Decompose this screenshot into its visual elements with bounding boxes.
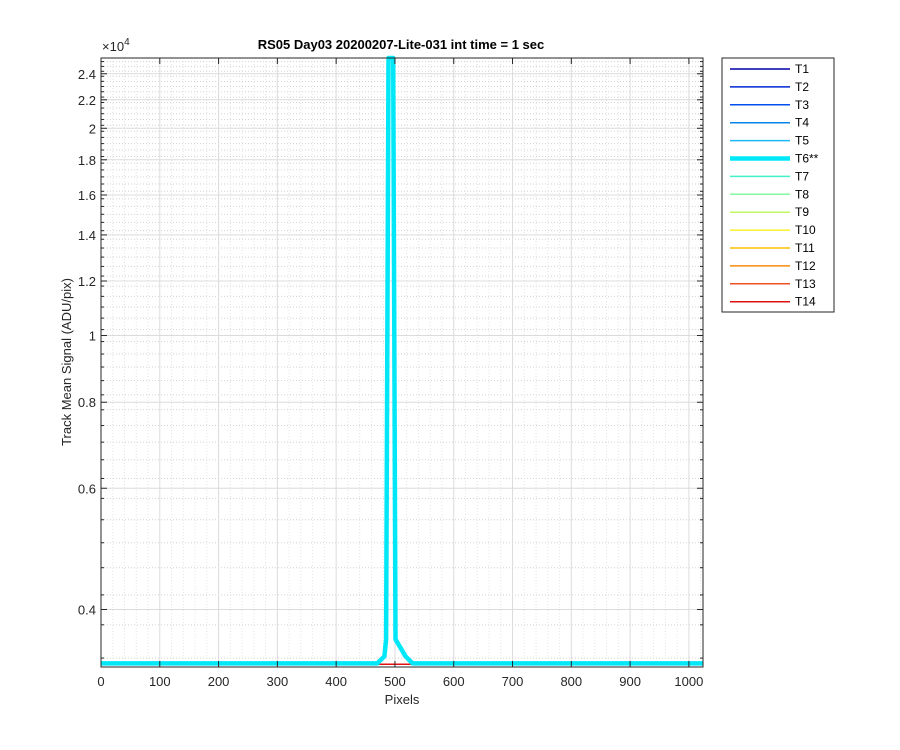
- legend-item: T8: [730, 187, 809, 201]
- legend-label: T14: [795, 295, 816, 309]
- legend-label: T5: [795, 134, 809, 148]
- plot-frame: [100, 57, 704, 668]
- legend-item: T1: [730, 62, 809, 76]
- y-tick-label: 0.4: [78, 602, 96, 617]
- legend-label: T12: [795, 259, 816, 273]
- y-tick-label: 1.2: [78, 274, 96, 289]
- legend-item: T7: [730, 169, 809, 183]
- legend-box: [721, 57, 835, 313]
- y-tick-label: 1.8: [78, 153, 96, 168]
- x-tick-label: 800: [560, 674, 582, 689]
- x-tick-label: 100: [149, 674, 171, 689]
- legend-item: T3: [730, 98, 809, 112]
- legend-item: T4: [730, 116, 809, 130]
- legend-label: T13: [795, 277, 816, 291]
- x-tick-label: 700: [502, 674, 524, 689]
- y-tick-label: 0.8: [78, 395, 96, 410]
- x-tick-label: 900: [619, 674, 641, 689]
- x-tick-label: 400: [325, 674, 347, 689]
- y-axis-ticks: 0.4 0.6 0.8 1 1.2 1.4 1.6 1.8 2 2.2 2.4: [78, 61, 703, 659]
- legend-item: T12: [730, 259, 816, 273]
- y-tick-label: 2.2: [78, 93, 96, 108]
- legend-label: T2: [795, 80, 809, 94]
- x-tick-label: 300: [267, 674, 289, 689]
- legend-item: T2: [730, 80, 809, 94]
- x-tick-label: 500: [384, 674, 406, 689]
- y-tick-label: 0.6: [78, 481, 96, 496]
- x-axis-label: Pixels: [385, 692, 420, 707]
- y-tick-label: 2: [89, 121, 96, 136]
- legend-item: T6**: [730, 152, 819, 166]
- legend-item: T11: [730, 241, 815, 255]
- legend: T1 T2 T3 T4 T5 T6** T7 T8 T9 T10 T11 T12 T13 T14: [721, 57, 835, 313]
- y-tick-label: 1: [89, 329, 96, 344]
- grid-lines: [100, 58, 703, 667]
- plot-area: [101, 58, 703, 667]
- legend-label: T3: [795, 98, 809, 112]
- x-tick-label: 600: [443, 674, 465, 689]
- y-tick-label: 1.6: [78, 188, 96, 203]
- x-tick-label: 1000: [674, 674, 703, 689]
- x-tick-label: 200: [208, 674, 230, 689]
- legend-item: T13: [730, 277, 816, 291]
- legend-label: T1: [795, 62, 809, 76]
- legend-label: T8: [795, 187, 809, 201]
- y-tick-label: 2.4: [78, 67, 96, 82]
- y-axis-label: Track Mean Signal (ADU/pix): [59, 278, 74, 446]
- legend-label: T6**: [795, 152, 819, 166]
- chart-title: RS05 Day03 20200207-Lite-031 int time = …: [258, 37, 545, 52]
- legend-item: T10: [730, 223, 816, 237]
- legend-label: T11: [795, 241, 815, 255]
- legend-label: T9: [795, 205, 809, 219]
- x-axis-ticks: 0 100 200 300 400 500 600 700 800 900 1000: [97, 58, 703, 689]
- legend-label: T4: [795, 116, 809, 130]
- x-tick-label: 0: [97, 674, 104, 689]
- legend-item: T9: [730, 205, 809, 219]
- y-tick-label: 1.4: [78, 228, 96, 243]
- legend-label: T10: [795, 223, 816, 237]
- legend-item: T14: [730, 295, 816, 309]
- legend-item: T5: [730, 134, 809, 148]
- y-exponent-label: ×104: [102, 37, 130, 54]
- legend-label: T7: [795, 169, 809, 183]
